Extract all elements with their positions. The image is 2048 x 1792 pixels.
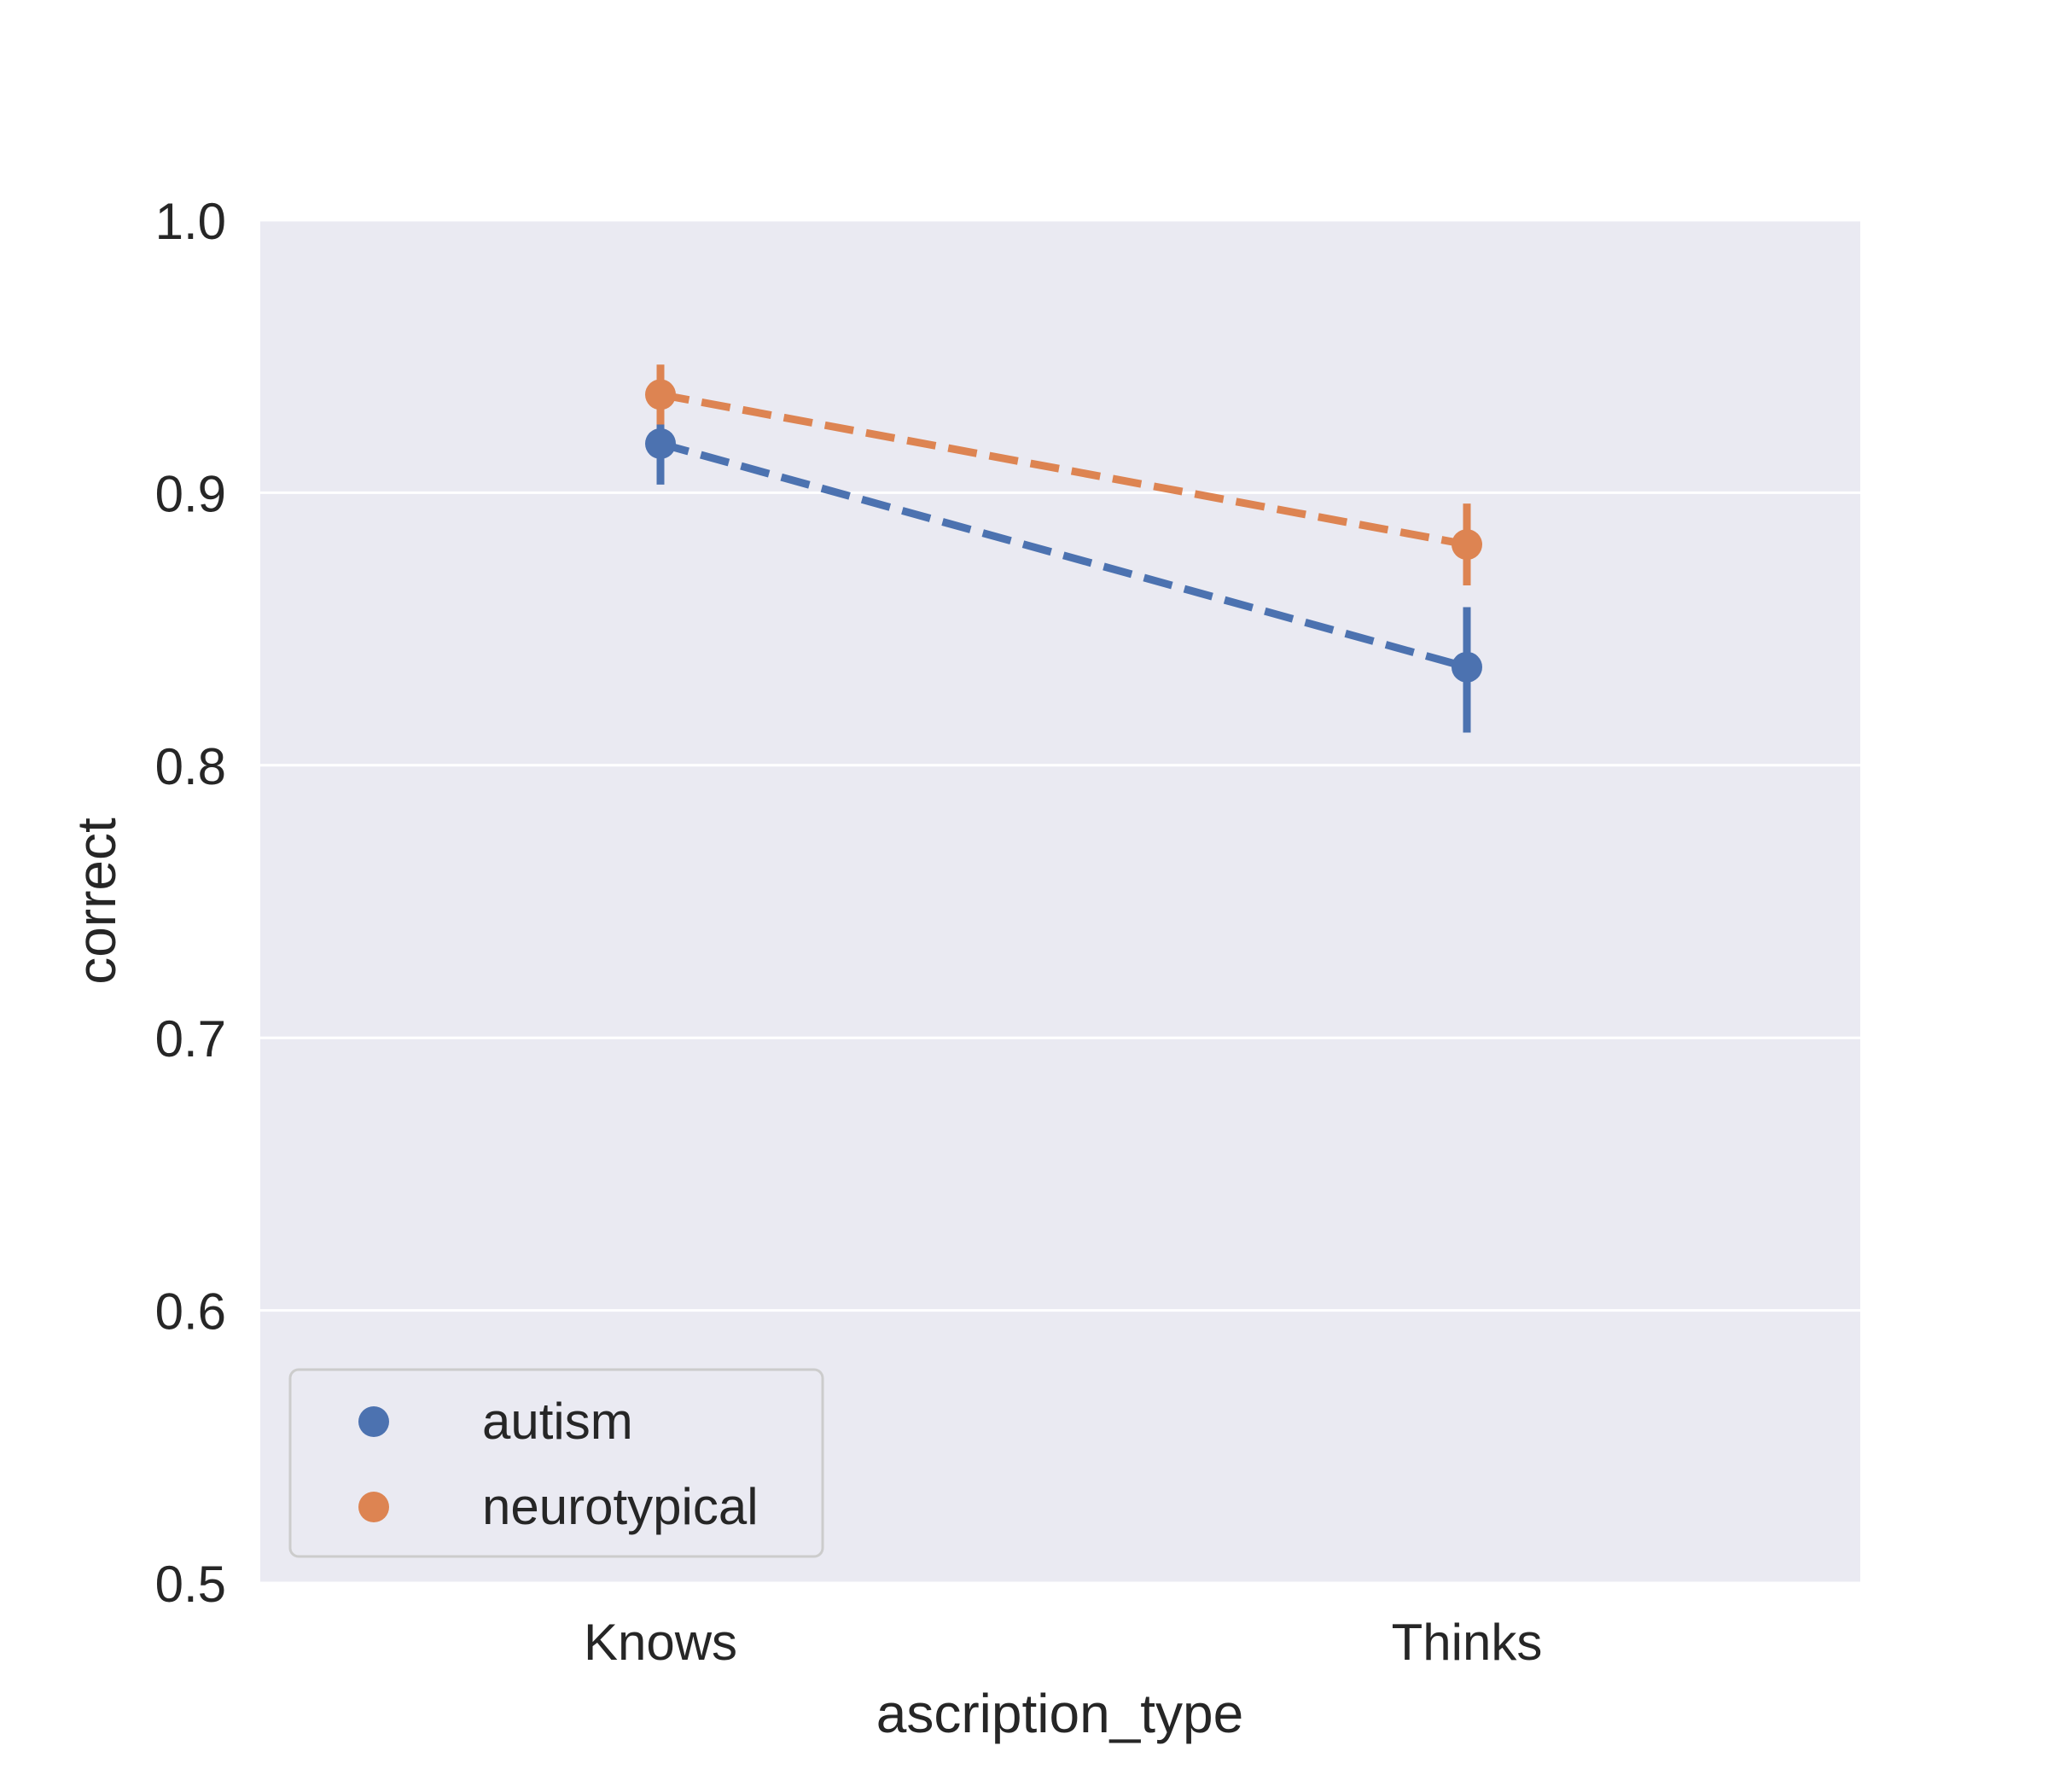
data-point [1452, 651, 1482, 683]
legend: autism neurotypical [288, 1368, 824, 1558]
data-point [645, 379, 676, 410]
legend-marker [358, 1406, 389, 1437]
legend-items: autism neurotypical [358, 1393, 759, 1535]
legend-marker [358, 1492, 389, 1522]
data-point [645, 428, 676, 459]
x-tick-label: Thinks [1392, 1614, 1543, 1671]
x-tick-labels: Knows Thinks [584, 1614, 1542, 1671]
y-tick-label: 0.8 [155, 738, 226, 795]
y-tick-label: 0.6 [155, 1283, 226, 1341]
data-point [1452, 529, 1482, 561]
y-axis-label: correct [66, 817, 127, 985]
plot-area [260, 220, 1860, 1583]
series-neurotypical [645, 364, 1482, 585]
series-line [660, 390, 1468, 549]
gridlines [260, 218, 1860, 1585]
x-tick-label: Knows [584, 1614, 737, 1671]
y-tick-label: 1.0 [155, 193, 226, 250]
series-layer [645, 364, 1482, 733]
series-autism [645, 397, 1482, 733]
y-tick-label: 0.7 [155, 1010, 226, 1068]
y-tick-labels: 0.5 0.6 0.7 0.8 0.9 1.0 [155, 193, 226, 1613]
x-axis-label: ascription_type [876, 1683, 1243, 1744]
legend-label: neurotypical [482, 1478, 759, 1535]
series-line [659, 439, 1469, 672]
legend-frame [288, 1368, 824, 1558]
y-tick-label: 0.9 [155, 465, 226, 522]
y-tick-label: 0.5 [155, 1556, 226, 1613]
legend-label: autism [482, 1393, 633, 1450]
